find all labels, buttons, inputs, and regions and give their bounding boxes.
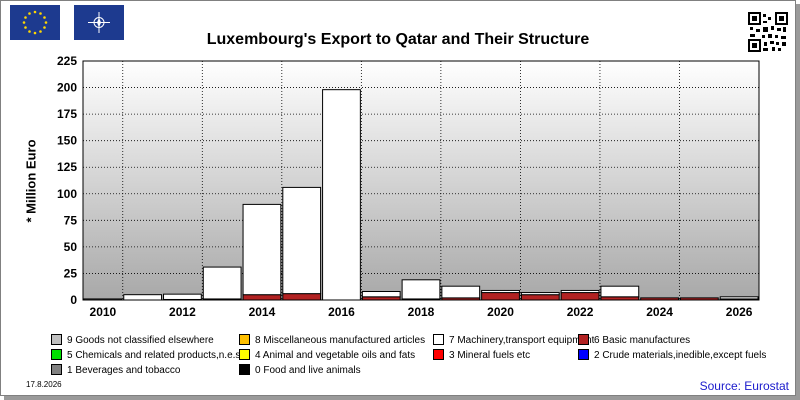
x-tick-label: 2026	[726, 305, 753, 319]
legend-item: 1 Beverages and tobacco	[51, 364, 180, 376]
bar-segment	[520, 294, 560, 301]
plot-area	[82, 60, 760, 301]
bar-segment	[83, 298, 123, 301]
bar-segment	[441, 285, 481, 299]
legend-item: 8 Miscellaneous manufactured articles	[239, 334, 425, 346]
legend-label: 9 Goods not classified elsewhere	[67, 335, 214, 346]
y-tick-label: 75	[64, 213, 78, 227]
y-tick-label: 125	[57, 160, 77, 174]
legend-item: 5 Chemicals and related products,n.e.s.	[51, 349, 243, 361]
y-tick-label: 25	[64, 266, 78, 280]
bar-segment	[560, 289, 600, 294]
bar-segment	[481, 289, 520, 294]
legend-label: 5 Chemicals and related products,n.e.s.	[67, 350, 244, 361]
bar-segment	[123, 294, 163, 301]
legend-label: 4 Animal and vegetable oils and fats	[255, 350, 416, 361]
nato-flag-icon	[74, 5, 124, 40]
x-tick-label: 2022	[567, 305, 594, 319]
qr-code-icon	[748, 12, 788, 52]
legend-swatch	[578, 349, 589, 360]
bar-segment	[520, 292, 560, 296]
legend-label: 1 Beverages and tobacco	[67, 365, 181, 376]
legend-swatch	[578, 334, 589, 345]
x-tick-label: 2024	[646, 305, 673, 319]
y-tick-label: 175	[57, 107, 77, 121]
legend-item: 3 Mineral fuels etc	[433, 349, 530, 361]
y-tick-label: 225	[57, 54, 77, 68]
chart-title: Luxembourg's Export to Qatar and Their S…	[206, 31, 590, 48]
y-tick-label: 150	[57, 134, 77, 148]
bar-segment	[163, 293, 202, 300]
legend-label: 3 Mineral fuels etc	[449, 350, 531, 361]
y-tick-label: 0	[70, 293, 77, 307]
bar-segment	[600, 285, 640, 298]
chart-plot: 0 25 50 75 100 125 150 175 200 225 2010 2012 2014 20…	[57, 54, 760, 319]
legend-label: 0 Food and live animals	[255, 365, 361, 376]
x-tick-label: 2018	[408, 305, 435, 319]
legend-swatch	[51, 349, 62, 360]
legend-swatch	[433, 334, 444, 345]
x-tick-label: 2020	[487, 305, 514, 319]
bar-segment	[242, 294, 282, 301]
bar-segment	[202, 266, 242, 300]
bar-segment	[560, 292, 600, 301]
legend-item: 9 Goods not classified elsewhere	[51, 334, 214, 346]
eu-flag-icon	[10, 5, 60, 40]
legend-item: 7 Machinery,transport equipment	[433, 334, 594, 346]
y-tick-label: 50	[64, 240, 78, 254]
x-tick-label: 2014	[249, 305, 276, 319]
bar-segment	[282, 293, 322, 301]
bar-segment	[640, 297, 679, 301]
legend-swatch	[51, 364, 62, 375]
legend-item: 0 Food and live animals	[239, 364, 361, 376]
legend-item: 6 Basic manufactures	[578, 334, 690, 346]
bar-segment	[481, 292, 520, 301]
x-tick-label: 2012	[169, 305, 196, 319]
y-tick-label: 200	[57, 81, 77, 95]
y-tick-label: 100	[57, 187, 77, 201]
bar-segment	[322, 89, 361, 301]
bar-segment	[679, 297, 719, 301]
bar-segment	[719, 296, 759, 300]
bar-segment	[282, 186, 322, 295]
legend-label: 6 Basic manufactures	[594, 335, 691, 346]
legend-swatch	[239, 349, 250, 360]
legend-swatch	[239, 334, 250, 345]
legend-swatch	[239, 364, 250, 375]
legend-swatch	[51, 334, 62, 345]
source-label: Source: Eurostat	[699, 379, 789, 393]
bar-segment	[242, 203, 282, 296]
date-label: 17.8.2026	[26, 380, 62, 389]
legend-label: 2 Crude materials,inedible,except fuels	[594, 350, 767, 361]
legend-label: 8 Miscellaneous manufactured articles	[255, 335, 426, 346]
bar-segment	[361, 291, 401, 298]
legend-item: 4 Animal and vegetable oils and fats	[239, 349, 415, 361]
x-tick-label: 2010	[90, 305, 117, 319]
legend-swatch	[433, 349, 444, 360]
legend-label: 7 Machinery,transport equipment	[449, 335, 595, 346]
legend-item: 2 Crude materials,inedible,except fuels	[578, 349, 766, 361]
bar-segment	[401, 279, 441, 300]
x-tick-label: 2016	[328, 305, 355, 319]
